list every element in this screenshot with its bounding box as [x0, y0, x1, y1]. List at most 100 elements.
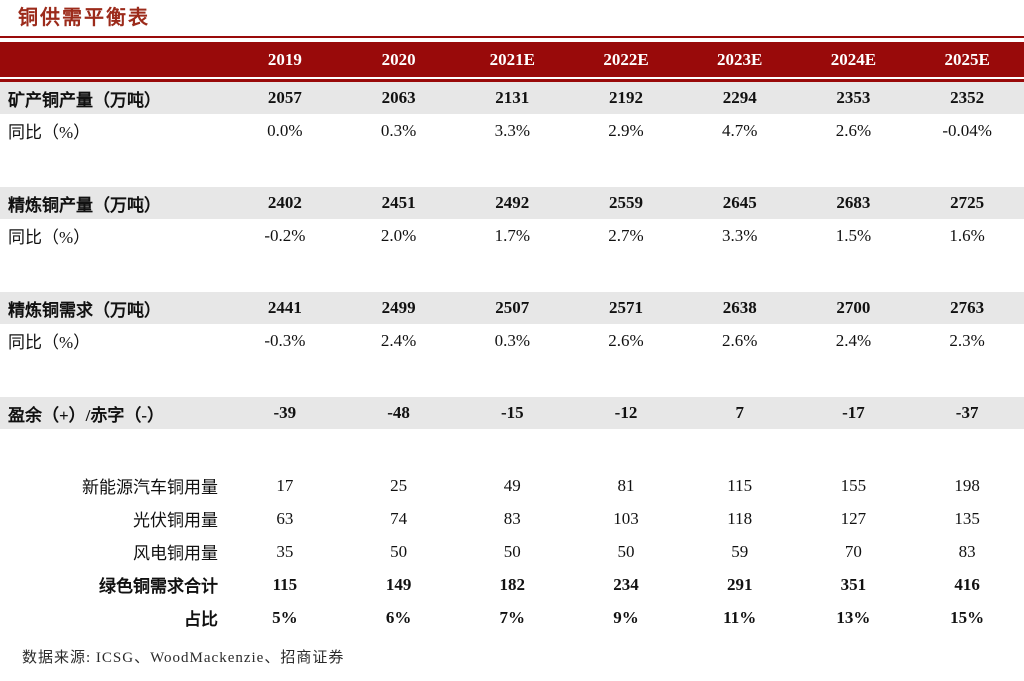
refined-copper-demand-value-2020: 2499	[381, 298, 416, 317]
row-label-refined-copper-output: 精炼铜产量（万吨）	[8, 195, 161, 215]
mined-copper-yoy-value-2025E: -0.04%	[942, 120, 992, 140]
refined-copper-output-yoy-value-2021E: 1.7%	[494, 225, 530, 245]
green-copper-share-value-2019: 5%	[272, 607, 298, 627]
row-label-mined-copper-output: 矿产铜产量（万吨）	[8, 90, 161, 110]
wind-copper-usage-value-2025E: 83	[958, 541, 976, 561]
column-header-2022E: 2022E	[603, 49, 649, 69]
solar-copper-usage-value-2021E: 83	[503, 508, 521, 528]
spacer-4	[0, 429, 1024, 469]
green-copper-demand-total-value-2019: 115	[272, 574, 298, 594]
spacer-1	[0, 147, 1024, 187]
table-body: 矿产铜产量（万吨） 2057 2063 2131 2192 2294 2353 2352 同比（…	[0, 82, 1024, 634]
wind-copper-usage-value-2023E: 59	[731, 541, 749, 561]
surplus-deficit-value-2019: -39	[273, 403, 297, 422]
refined-copper-output-yoy-value-2025E: 1.6%	[949, 225, 985, 245]
refined-copper-output-value-2019: 2402	[267, 193, 302, 212]
refined-copper-demand-value-2019: 2441	[267, 298, 302, 317]
refined-copper-output-yoy-value-2022E: 2.7%	[608, 225, 644, 245]
row-label-wind-copper-usage: 风电铜用量	[133, 544, 218, 563]
refined-copper-output-value-2024E: 2683	[836, 193, 871, 212]
refined-copper-demand-yoy-value-2021E: 0.3%	[494, 330, 530, 350]
mined-copper-output-value-2023E: 2294	[722, 88, 757, 107]
mined-copper-output-value-2022E: 2192	[608, 88, 643, 107]
column-header-2024E: 2024E	[830, 49, 877, 69]
mined-copper-output-value-2024E: 2353	[836, 88, 871, 107]
table-row-refined-copper-output-yoy: 同比（%） -0.2% 2.0% 1.7% 2.7% 3.3% 1.5% 1.6%	[0, 219, 1024, 252]
solar-copper-usage-value-2024E: 127	[840, 508, 867, 528]
wind-copper-usage-value-2022E: 50	[617, 541, 635, 561]
data-source-note: 数据来源: ICSG、WoodMackenzie、招商证券	[22, 650, 345, 666]
solar-copper-usage-value-2025E: 135	[954, 508, 980, 528]
table-row-nev-copper-usage: 新能源汽车铜用量 17 25 49 81 115 155 198	[0, 469, 1024, 502]
table-row-refined-copper-demand: 精炼铜需求（万吨） 2441 2499 2507 2571 2638 2700 2763	[0, 292, 1024, 324]
green-copper-share-value-2023E: 11%	[723, 607, 757, 627]
row-label-nev-copper-usage: 新能源汽车铜用量	[82, 478, 218, 497]
surplus-deficit-value-2024E: -17	[842, 403, 865, 422]
mined-copper-yoy-value-2020: 0.3%	[380, 120, 417, 140]
mined-copper-yoy-value-2019: 0.0%	[267, 120, 303, 140]
header-bottom-rule	[0, 79, 1024, 82]
nev-copper-usage-value-2023E: 115	[727, 475, 753, 495]
table-row-green-copper-demand-total: 绿色铜需求合计 115 149 182 234 291 351 416	[0, 568, 1024, 601]
nev-copper-usage-value-2021E: 49	[503, 475, 521, 495]
surplus-deficit-value-2025E: -37	[955, 403, 979, 422]
green-copper-share-value-2020: 6%	[385, 607, 412, 627]
surplus-deficit-value-2020: -48	[387, 403, 410, 422]
refined-copper-demand-yoy-value-2022E: 2.6%	[608, 330, 644, 350]
table-row-wind-copper-usage: 风电铜用量 35 50 50 50 59 70 83	[0, 535, 1024, 568]
green-copper-share-value-2021E: 7%	[499, 607, 526, 627]
row-label-refined-copper-output-yoy: 同比（%）	[8, 228, 91, 247]
green-copper-demand-total-value-2022E: 234	[613, 574, 639, 594]
surplus-deficit-value-2023E: 7	[735, 403, 744, 422]
refined-copper-output-value-2022E: 2559	[608, 193, 643, 212]
table-row-solar-copper-usage: 光伏铜用量 63 74 83 103 118 127 135	[0, 502, 1024, 535]
refined-copper-demand-yoy-value-2019: -0.3%	[264, 330, 306, 350]
green-copper-share-value-2025E: 15%	[950, 607, 985, 627]
green-copper-share-value-2024E: 13%	[836, 607, 871, 627]
spacer-3	[0, 357, 1024, 397]
table-header-row: 2019 2020 2021E 2022E 2023E 2024E 2025E	[0, 42, 1024, 77]
mined-copper-output-value-2025E: 2352	[950, 88, 985, 107]
table-row-green-copper-share: 占比 5% 6% 7% 9% 11% 13% 15%	[0, 601, 1024, 634]
green-copper-share-value-2022E: 9%	[613, 607, 639, 627]
refined-copper-output-value-2023E: 2645	[722, 193, 757, 212]
page-title: 铜供需平衡表	[18, 7, 150, 29]
header-bottom-gap	[0, 77, 1024, 79]
surplus-deficit-value-2021E: -15	[500, 403, 524, 422]
mined-copper-output-value-2020: 2063	[381, 88, 416, 107]
refined-copper-demand-value-2022E: 2571	[608, 298, 643, 317]
green-copper-demand-total-value-2020: 149	[385, 574, 412, 594]
mined-copper-yoy-value-2021E: 3.3%	[494, 120, 530, 140]
refined-copper-output-yoy-value-2020: 2.0%	[380, 225, 417, 245]
column-header-2023E: 2023E	[717, 49, 763, 69]
nev-copper-usage-value-2024E: 155	[840, 475, 867, 495]
mined-copper-yoy-value-2023E: 4.7%	[721, 120, 758, 140]
row-label-surplus-deficit: 盈余（+）/赤字（-）	[8, 405, 165, 425]
solar-copper-usage-value-2019: 63	[276, 508, 294, 528]
row-label-green-copper-share: 占比	[184, 610, 218, 629]
copper-supply-demand-table: 2019 2020 2021E 2022E 2023E 2024E 2025E 矿产铜产量（…	[0, 42, 1024, 634]
refined-copper-demand-value-2025E: 2763	[950, 298, 985, 317]
column-header-2025E: 2025E	[944, 49, 990, 69]
mined-copper-output-value-2019: 2057	[267, 88, 302, 107]
nev-copper-usage-value-2025E: 198	[954, 475, 980, 495]
spacer-2	[0, 252, 1024, 292]
refined-copper-output-value-2021E: 2492	[495, 193, 530, 212]
wind-copper-usage-value-2021E: 50	[503, 541, 521, 561]
row-label-green-copper-demand-total: 绿色铜需求合计	[99, 577, 218, 596]
nev-copper-usage-value-2020: 25	[390, 475, 408, 495]
refined-copper-output-yoy-value-2024E: 1.5%	[835, 225, 872, 245]
row-label-mined-copper-yoy: 同比（%）	[8, 123, 91, 142]
refined-copper-demand-yoy-value-2023E: 2.6%	[721, 330, 758, 350]
mined-copper-output-value-2021E: 2131	[495, 88, 530, 107]
solar-copper-usage-value-2020: 74	[390, 508, 408, 528]
refined-copper-output-yoy-value-2023E: 3.3%	[721, 225, 758, 245]
refined-copper-demand-yoy-value-2025E: 2.3%	[949, 330, 985, 350]
refined-copper-demand-value-2021E: 2507	[495, 298, 530, 317]
green-copper-demand-total-value-2023E: 291	[726, 574, 753, 594]
green-copper-demand-total-value-2021E: 182	[499, 574, 526, 594]
mined-copper-yoy-value-2024E: 2.6%	[835, 120, 872, 140]
wind-copper-usage-value-2020: 50	[390, 541, 408, 561]
table-row-mined-copper-yoy: 同比（%） 0.0% 0.3% 3.3% 2.9% 4.7% 2.6% -0.04%	[0, 114, 1024, 147]
